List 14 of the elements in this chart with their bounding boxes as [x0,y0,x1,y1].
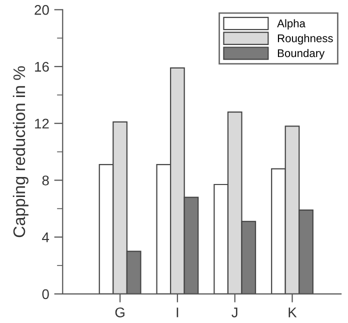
y-tick-label: 4 [42,232,50,242]
legend-label: Roughness [278,34,333,44]
x-tick-label: J [232,308,238,318]
y-tick-label: 12 [35,118,49,128]
y-tick-label: 8 [42,176,49,186]
y-tick-label: 16 [35,62,49,72]
x-tick-label: G [115,307,124,318]
y-tick-label: 20 [34,5,49,15]
x-tick-label: I [176,308,178,318]
legend-label: Alpha [277,19,306,30]
legend-label: Boundary [278,48,325,60]
x-tick-label: K [288,308,297,318]
y-tick-label: 0 [42,289,49,300]
y-axis-title: Capping reduction in % [12,66,28,238]
